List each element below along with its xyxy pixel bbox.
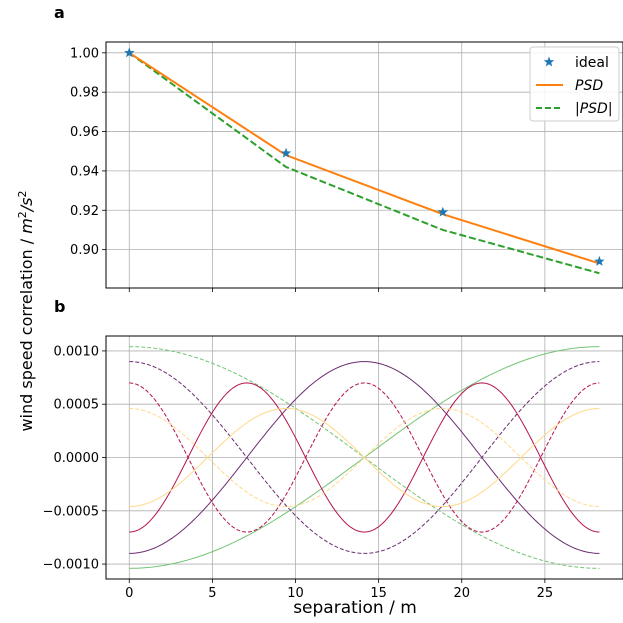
y-axis-label: wind speed correlation / m2/s2 xyxy=(16,190,37,431)
mode-line-crimson-dashed xyxy=(129,382,600,533)
panel-a-series xyxy=(124,47,605,275)
series-abs-psd-line xyxy=(128,52,600,275)
panel-b-ytick-label: −0.0005 xyxy=(43,504,99,519)
legend-label: |PSD| xyxy=(575,101,613,117)
legend: ideal PSD |PSD| xyxy=(529,46,620,122)
panel-a-ticks: 0.90 0.92 0.94 0.96 0.98 1.00 xyxy=(70,46,546,292)
x-axis-label: separation / m xyxy=(293,598,417,618)
series-psd-line xyxy=(128,51,600,265)
panel-b-series xyxy=(129,346,600,569)
panel-b: 0 5 10 15 20 25 −0.0010 −0.0005 0.0000 0.0005 0.00… xyxy=(43,335,623,601)
panel-b-ytick-label: 0.0000 xyxy=(54,451,100,466)
legend-label: PSD xyxy=(575,78,603,94)
legend-label: ideal xyxy=(575,55,609,71)
panel-b-xtick-label: 15 xyxy=(370,586,387,601)
panel-a-ytick-label: 0.90 xyxy=(70,243,99,258)
legend-ideal-marker xyxy=(543,56,555,67)
ideal-point xyxy=(124,47,135,58)
legend-box xyxy=(529,46,620,122)
panel-b-xtick-label: 10 xyxy=(287,586,304,601)
mode-line-purple-solid xyxy=(129,361,600,554)
panel-b-xtick-label: 5 xyxy=(208,586,216,601)
panel-a-ytick-label: 0.92 xyxy=(70,204,99,219)
panel-a-ytick-label: 0.96 xyxy=(70,125,99,140)
panel-b-xtick-label: 0 xyxy=(125,586,133,601)
ideal-point xyxy=(594,255,605,266)
mode-line-crimson-solid xyxy=(129,382,600,533)
panel-a-label: a xyxy=(54,3,65,22)
ideal-point xyxy=(280,147,292,158)
panel-b-ytick-label: 0.0010 xyxy=(54,344,100,359)
panel-b-ticks: 0 5 10 15 20 25 −0.0010 −0.0005 0.0000 0.0005 0.00… xyxy=(43,344,554,601)
panel-a-ytick-label: 0.94 xyxy=(70,164,99,179)
panel-a: 0.90 0.92 0.94 0.96 0.98 1.00 ideal PSD |PSD| xyxy=(70,41,623,292)
ideal-point xyxy=(437,206,449,217)
panel-b-ytick-label: 0.0005 xyxy=(54,398,100,413)
panel-b-xtick-label: 25 xyxy=(537,586,554,601)
panel-a-ytick-label: 1.00 xyxy=(70,46,99,61)
mode-line-purple-dashed xyxy=(129,361,600,554)
panel-b-label: b xyxy=(54,297,65,316)
mode-line-yellow-dashed xyxy=(129,407,600,508)
panel-b-grid xyxy=(106,336,623,579)
panel-b-ytick-label: −0.0010 xyxy=(43,558,99,573)
panel-b-xtick-label: 20 xyxy=(453,586,470,601)
panel-a-ytick-label: 0.98 xyxy=(70,86,99,101)
panel-a-frame xyxy=(105,41,623,289)
